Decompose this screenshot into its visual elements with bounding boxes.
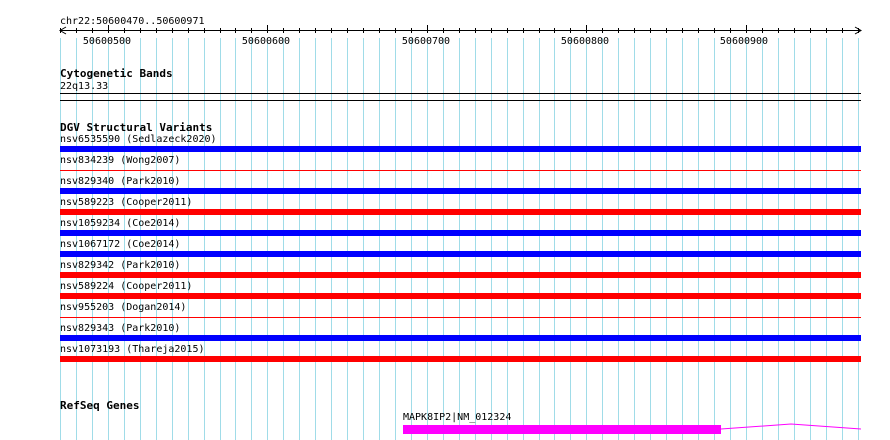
- refseq-track-title: RefSeq Genes: [60, 399, 140, 412]
- variant-label[interactable]: nsv834239 (Wong2007): [60, 155, 181, 166]
- ruler-tick-label: 50600600: [241, 36, 291, 47]
- cytoband-line-bottom: [60, 100, 861, 101]
- cytoband-line-top: [60, 93, 861, 94]
- variant-bar[interactable]: [60, 209, 861, 215]
- variant-label[interactable]: nsv955203 (Dogan2014): [60, 302, 187, 313]
- variant-bar[interactable]: [60, 230, 861, 236]
- variant-label[interactable]: nsv589223 (Cooper2011): [60, 197, 193, 208]
- gene-label[interactable]: MAPK8IP2|NM_012324: [403, 412, 512, 423]
- ruler-tick-label: 50600800: [560, 36, 610, 47]
- variant-bar[interactable]: [60, 317, 861, 318]
- variant-label[interactable]: nsv829340 (Park2010): [60, 176, 181, 187]
- ruler-tick-label: 50600500: [82, 36, 132, 47]
- variant-bar[interactable]: [60, 293, 861, 299]
- variant-label[interactable]: nsv6535590 (Sedlazeck2020): [60, 134, 217, 145]
- variant-bar[interactable]: [60, 251, 861, 257]
- variant-label[interactable]: nsv829343 (Park2010): [60, 323, 181, 334]
- gene-exon[interactable]: [403, 425, 721, 434]
- ruler-right-arrow: [854, 26, 862, 35]
- variant-label[interactable]: nsv1059234 (Coe2014): [60, 218, 181, 229]
- location-label: chr22:50600470..50600971: [60, 16, 205, 27]
- cytoband-track-title: Cytogenetic Bands: [60, 67, 173, 80]
- ruler-tick-label: 50600900: [719, 36, 769, 47]
- variant-label[interactable]: nsv1067172 (Coe2014): [60, 239, 181, 250]
- gene-intron[interactable]: [721, 420, 861, 434]
- variant-bar[interactable]: [60, 170, 861, 171]
- ruler: [59, 25, 862, 35]
- variant-bar[interactable]: [60, 356, 861, 362]
- variant-bar[interactable]: [60, 146, 861, 152]
- dgv-track-title: DGV Structural Variants: [60, 121, 213, 134]
- variant-bar[interactable]: [60, 335, 861, 341]
- variant-bar[interactable]: [60, 272, 861, 278]
- cytoband-name[interactable]: 22q13.33: [60, 81, 109, 92]
- ruler-tick-label: 50600700: [401, 36, 451, 47]
- variant-bar[interactable]: [60, 188, 861, 194]
- variant-label[interactable]: nsv589224 (Cooper2011): [60, 281, 193, 292]
- variant-label[interactable]: nsv829342 (Park2010): [60, 260, 181, 271]
- variant-label[interactable]: nsv1073193 (Thareja2015): [60, 344, 205, 355]
